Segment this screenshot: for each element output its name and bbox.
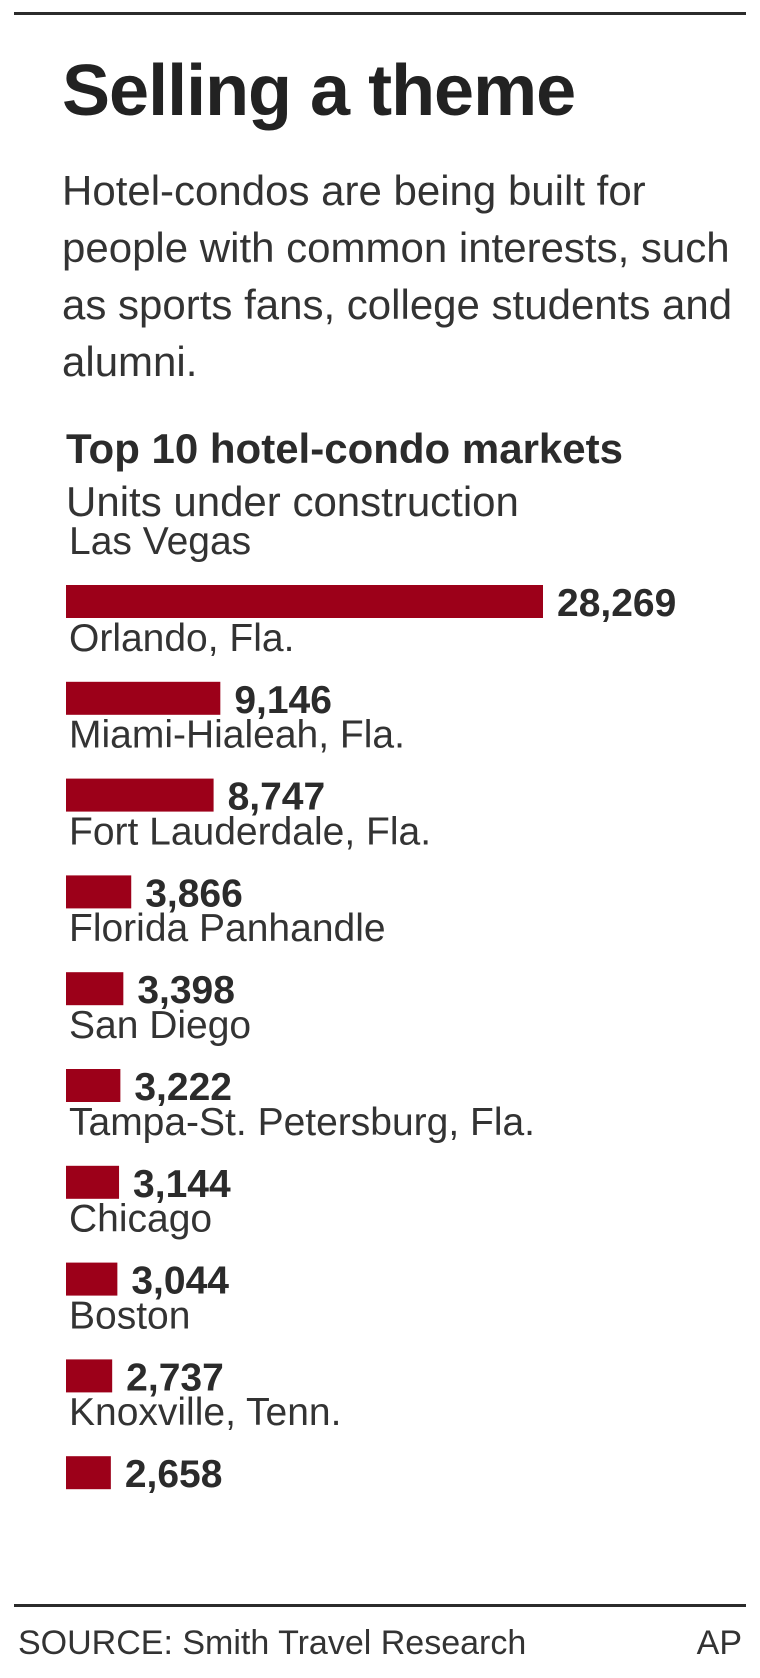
category-label: Las Vegas bbox=[69, 520, 251, 563]
value-label: 28,269 bbox=[557, 582, 676, 625]
value-label: 2,658 bbox=[125, 1453, 223, 1496]
bar bbox=[66, 778, 214, 812]
source-note: SOURCE: Smith Travel Research bbox=[18, 1624, 527, 1662]
category-label: San Diego bbox=[69, 1004, 251, 1047]
chart-subtitle: Units under construction bbox=[66, 478, 519, 525]
category-label: Miami-Hialeah, Fla. bbox=[69, 714, 405, 757]
category-label: Orlando, Fla. bbox=[69, 617, 294, 660]
category-label: Fort Lauderdale, Fla. bbox=[69, 810, 431, 853]
bottom-rule bbox=[14, 1604, 746, 1607]
bar bbox=[66, 875, 132, 909]
value-label: 8,747 bbox=[228, 776, 326, 819]
bar bbox=[66, 1456, 111, 1490]
headline: Selling a theme bbox=[62, 51, 576, 131]
bar bbox=[66, 1069, 121, 1102]
value-label: 3,144 bbox=[133, 1163, 231, 1206]
dek-text: Hotel-condos are being built for people … bbox=[62, 167, 733, 385]
bar bbox=[66, 585, 543, 618]
chart-title: Top 10 hotel-condo markets bbox=[66, 425, 623, 472]
bar bbox=[66, 1262, 118, 1296]
category-label: Florida Panhandle bbox=[69, 907, 386, 950]
category-label: Boston bbox=[69, 1294, 190, 1337]
bar bbox=[66, 1359, 113, 1393]
value-label: 3,044 bbox=[131, 1260, 229, 1303]
bar bbox=[66, 1165, 120, 1199]
value-label: 9,146 bbox=[234, 679, 332, 722]
category-label: Chicago bbox=[69, 1198, 212, 1241]
credit-label: AP bbox=[696, 1624, 742, 1662]
category-label: Tampa-St. Petersburg, Fla. bbox=[69, 1101, 535, 1144]
value-label: 3,222 bbox=[134, 1066, 232, 1109]
top-rule bbox=[14, 12, 746, 15]
bar bbox=[66, 681, 221, 715]
category-label: Knoxville, Tenn. bbox=[69, 1391, 341, 1434]
value-label: 3,398 bbox=[137, 969, 235, 1012]
value-label: 3,866 bbox=[145, 872, 243, 915]
bar bbox=[66, 972, 124, 1006]
value-label: 2,737 bbox=[126, 1356, 224, 1399]
